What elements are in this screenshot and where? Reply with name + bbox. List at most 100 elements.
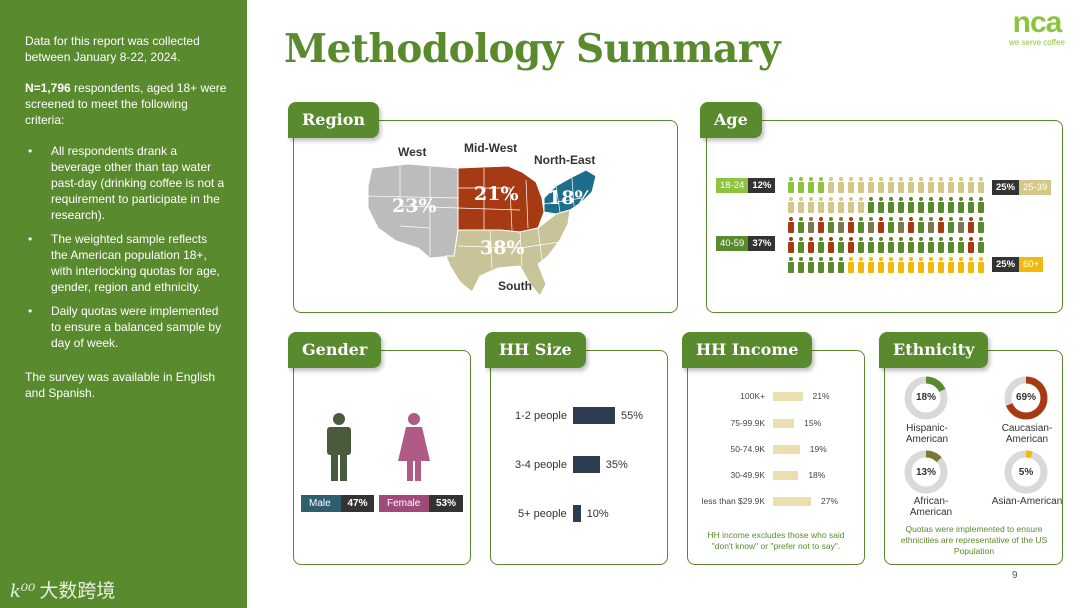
female-stat: Female 53%: [379, 495, 463, 512]
age-person-icon: [918, 237, 924, 253]
gender-tag: Gender: [288, 332, 382, 368]
hhsize-value: 55%: [621, 410, 644, 422]
age-group-pct: 12%: [748, 178, 776, 193]
age-person-icon: [968, 217, 974, 233]
age-person-icon: [808, 257, 814, 273]
region-south-shape: [445, 209, 571, 297]
criteria-list: All respondents drank a beverage other t…: [25, 143, 227, 351]
income-bar: [773, 392, 803, 401]
ethnicity-tag: Ethnicity: [879, 332, 989, 368]
us-region-map: West Mid-West North-East South 23% 21% 1…: [367, 141, 597, 297]
age-person-icon: [868, 197, 874, 213]
age-tag: Age: [700, 102, 762, 138]
male-value: 47%: [341, 495, 374, 512]
age-group-name: 18-24: [716, 178, 749, 193]
ethnicity-donut-arc: [1004, 450, 1048, 494]
age-person-icon: [948, 217, 954, 233]
age-person-icon: [978, 257, 984, 273]
criteria-item: All respondents drank a beverage other t…: [25, 143, 227, 223]
hhsize-bar: [573, 456, 600, 473]
logo-wordmark: nca: [1012, 6, 1063, 39]
age-person-icon: [898, 257, 904, 273]
age-person-icon: [928, 257, 934, 273]
hhsize-bar: [573, 407, 615, 424]
watermark: k⁰⁰ 大数跨境: [10, 582, 115, 601]
income-bar: [773, 445, 800, 454]
age-person-icon: [918, 177, 924, 193]
age-label-18-24: 18-24 12%: [716, 178, 776, 193]
region-west-shape: [367, 163, 459, 259]
age-label-60plus: 25% 60+: [992, 257, 1044, 272]
age-person-icon: [858, 237, 864, 253]
age-person-icon: [798, 177, 804, 193]
age-person-icon: [938, 177, 944, 193]
age-person-icon: [858, 177, 864, 193]
age-person-icon: [788, 237, 794, 253]
sample-size: N=1,796 respondents, aged 18+ were scree…: [25, 80, 227, 128]
income-label: 75-99.9K: [730, 418, 766, 428]
age-person-icon: [898, 237, 904, 253]
age-person-icon: [838, 197, 844, 213]
region-south-label: South: [498, 279, 532, 293]
region-midwest-label: Mid-West: [464, 141, 517, 155]
age-person-icon: [828, 217, 834, 233]
age-person-icon: [868, 237, 874, 253]
age-person-icon: [878, 177, 884, 193]
region-northeast-label: North-East: [534, 153, 595, 167]
age-person-icon: [838, 237, 844, 253]
male-stat: Male 47%: [301, 495, 374, 512]
age-person-icon: [908, 177, 914, 193]
age-person-icon: [908, 257, 914, 273]
age-person-icon: [818, 177, 824, 193]
age-person-icon: [968, 197, 974, 213]
age-person-icon: [888, 257, 894, 273]
age-person-icon: [978, 177, 984, 193]
hhsize-bar: [573, 505, 581, 522]
age-person-icon: [948, 237, 954, 253]
age-person-icon: [878, 257, 884, 273]
income-bar: [773, 419, 795, 428]
age-group-pct: 25%: [992, 180, 1020, 195]
age-person-icon: [808, 237, 814, 253]
age-person-icon: [918, 197, 924, 213]
region-south-value: 38%: [480, 237, 525, 259]
age-person-icon: [948, 197, 954, 213]
sample-size-n: N=1,796: [25, 81, 71, 95]
age-person-icon: [888, 217, 894, 233]
ethnicity-donut-arc: [904, 450, 948, 494]
income-bar: [773, 497, 811, 506]
region-west-label: West: [398, 145, 426, 159]
age-group-name: 25-39: [1019, 180, 1052, 195]
age-person-icon: [798, 257, 804, 273]
ethnicity-pct: 13%: [915, 467, 936, 478]
region-northeast-shape: [543, 169, 597, 215]
male-label: Male: [301, 495, 341, 512]
hhsize-tag: HH Size: [485, 332, 586, 368]
age-people-grid: [788, 177, 984, 273]
criteria-item: The weighted sample reflects the America…: [25, 231, 227, 295]
page-number: 9: [1012, 570, 1018, 581]
female-label: Female: [379, 495, 429, 512]
age-person-icon: [808, 177, 814, 193]
age-person-icon: [898, 197, 904, 213]
income-value: 18%: [808, 470, 826, 480]
hhsize-label: 3-4 people: [515, 459, 567, 471]
age-person-icon: [898, 217, 904, 233]
age-person-icon: [838, 257, 844, 273]
age-person-icon: [818, 237, 824, 253]
methodology-sidebar: Data for this report was collected betwe…: [0, 0, 247, 608]
age-person-icon: [798, 217, 804, 233]
region-tag: Region: [288, 102, 380, 138]
age-person-icon: [878, 197, 884, 213]
age-person-icon: [838, 217, 844, 233]
income-value: 21%: [812, 391, 830, 401]
age-group-pct: 37%: [748, 236, 776, 251]
age-person-icon: [888, 177, 894, 193]
age-person-icon: [978, 237, 984, 253]
ethnicity-label: African-American: [909, 496, 953, 518]
age-person-icon: [788, 177, 794, 193]
sample-size-text: respondents, aged 18+ were screened to m…: [25, 81, 227, 127]
age-person-icon: [878, 217, 884, 233]
income-bar: [773, 471, 799, 480]
age-person-icon: [938, 257, 944, 273]
